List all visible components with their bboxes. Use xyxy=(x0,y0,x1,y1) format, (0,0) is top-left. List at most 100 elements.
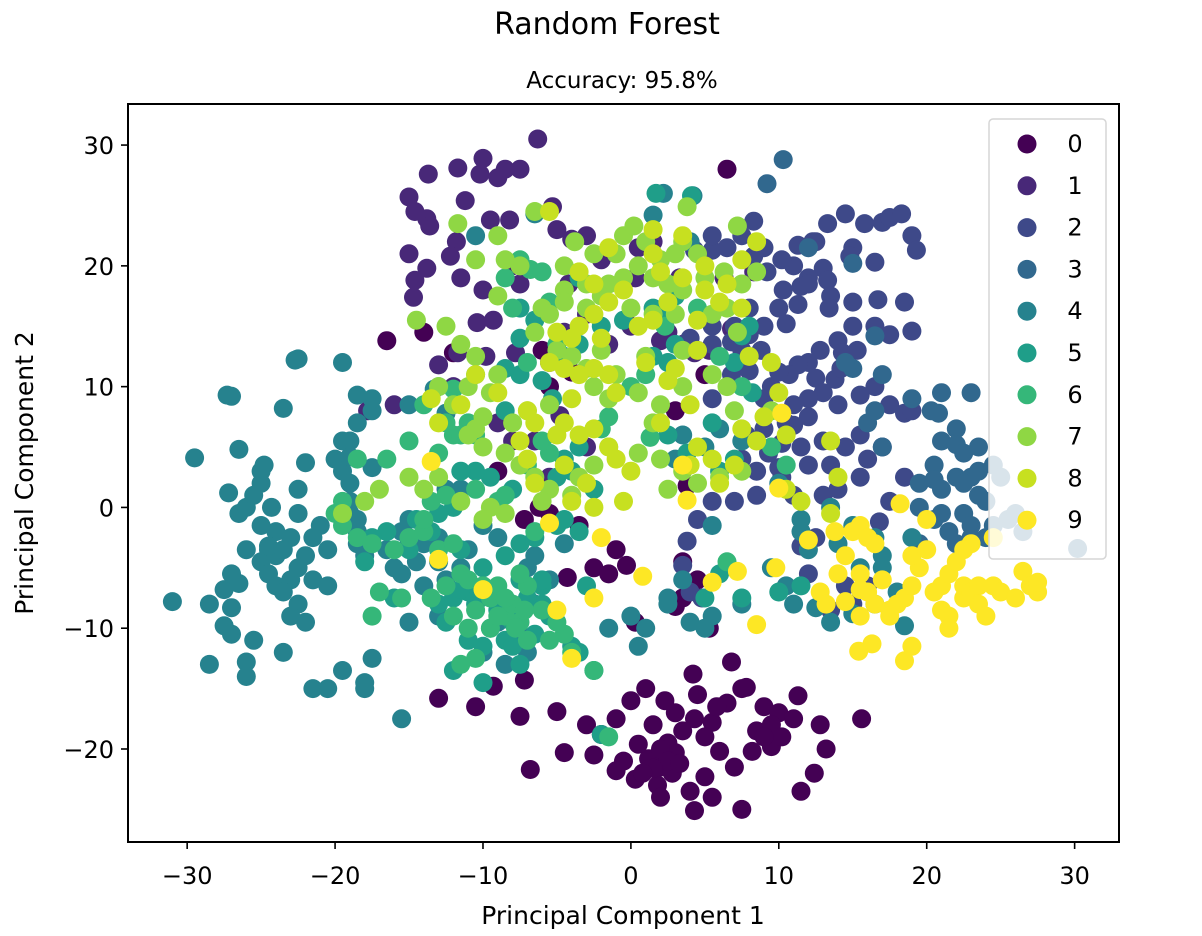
data-point xyxy=(902,528,922,548)
data-point xyxy=(591,528,611,548)
data-point xyxy=(747,461,767,481)
data-point xyxy=(473,437,493,457)
data-point xyxy=(717,377,737,397)
data-point xyxy=(266,522,286,542)
data-point xyxy=(747,262,767,282)
data-point xyxy=(673,226,693,246)
data-point xyxy=(384,558,404,578)
data-point xyxy=(954,540,974,560)
legend-marker xyxy=(1017,176,1037,196)
x-tick-label: −20 xyxy=(310,862,361,890)
legend-label: 2 xyxy=(1067,214,1082,242)
x-tick-label: 20 xyxy=(911,862,942,890)
data-point xyxy=(702,491,722,511)
data-point xyxy=(488,286,508,306)
data-point xyxy=(355,673,375,693)
data-point xyxy=(680,612,700,632)
data-point xyxy=(798,455,818,475)
data-point xyxy=(621,298,641,318)
data-point xyxy=(384,540,404,560)
data-point xyxy=(902,321,922,341)
data-point xyxy=(754,697,774,717)
data-point xyxy=(909,473,929,493)
chart-subtitle: Accuracy: 95.8% xyxy=(526,68,717,94)
data-point xyxy=(732,419,752,439)
data-point xyxy=(606,761,626,781)
legend-marker xyxy=(1017,385,1037,405)
data-point xyxy=(855,214,875,234)
data-point xyxy=(599,407,619,427)
data-point xyxy=(525,202,545,221)
data-point xyxy=(1028,572,1048,592)
data-point xyxy=(500,210,520,230)
data-point xyxy=(222,624,241,644)
data-point xyxy=(525,522,545,542)
data-point xyxy=(813,383,833,403)
data-point xyxy=(466,226,486,246)
data-point xyxy=(236,540,256,560)
data-point xyxy=(273,642,293,662)
data-point xyxy=(429,355,449,375)
data-point xyxy=(528,129,548,149)
data-point xyxy=(503,413,523,433)
data-point xyxy=(606,540,626,560)
data-point xyxy=(392,709,412,729)
data-point xyxy=(651,787,670,807)
data-point xyxy=(621,691,641,711)
data-point xyxy=(569,262,589,282)
data-point xyxy=(665,359,685,378)
data-point xyxy=(303,528,323,548)
data-point xyxy=(510,564,530,584)
data-point xyxy=(318,540,338,560)
data-point xyxy=(369,582,389,602)
data-point xyxy=(747,615,767,635)
data-point xyxy=(525,546,545,566)
data-point xyxy=(503,298,523,318)
legend-marker xyxy=(1017,259,1037,279)
data-point xyxy=(303,570,323,590)
data-point xyxy=(821,612,841,632)
data-point xyxy=(744,211,764,231)
data-point xyxy=(451,334,471,354)
data-point xyxy=(488,226,508,246)
x-tick-label: −10 xyxy=(458,862,509,890)
data-point xyxy=(791,491,811,511)
data-point xyxy=(251,516,271,535)
data-point xyxy=(318,576,338,596)
data-point xyxy=(483,310,503,330)
data-point xyxy=(906,240,926,260)
data-point xyxy=(562,491,582,511)
data-point xyxy=(643,310,663,330)
data-point xyxy=(961,516,981,535)
data-point xyxy=(852,709,872,729)
data-point xyxy=(229,574,249,593)
data-point xyxy=(584,455,604,475)
data-point xyxy=(680,395,700,415)
data-point xyxy=(514,670,534,690)
data-point xyxy=(532,298,552,318)
data-point xyxy=(443,606,463,626)
data-point xyxy=(557,568,577,587)
legend-label: 6 xyxy=(1067,381,1082,409)
data-point xyxy=(577,473,596,493)
data-point xyxy=(651,413,670,433)
data-point xyxy=(473,580,493,600)
data-point xyxy=(540,513,559,533)
data-point xyxy=(355,552,375,572)
data-point xyxy=(599,727,619,747)
data-point xyxy=(702,516,722,535)
legend-marker xyxy=(1017,510,1037,530)
data-point xyxy=(569,522,589,542)
data-point xyxy=(473,280,493,300)
data-point xyxy=(405,270,425,290)
legend-marker xyxy=(1017,301,1037,321)
data-point xyxy=(869,512,889,532)
x-tick-label: 10 xyxy=(764,862,795,890)
data-point xyxy=(717,274,737,294)
data-point xyxy=(222,386,241,406)
data-point xyxy=(732,377,752,397)
data-point xyxy=(466,461,486,481)
data-point xyxy=(466,346,486,366)
data-point xyxy=(547,600,567,620)
y-axis-label: Principal Component 2 xyxy=(10,331,39,614)
